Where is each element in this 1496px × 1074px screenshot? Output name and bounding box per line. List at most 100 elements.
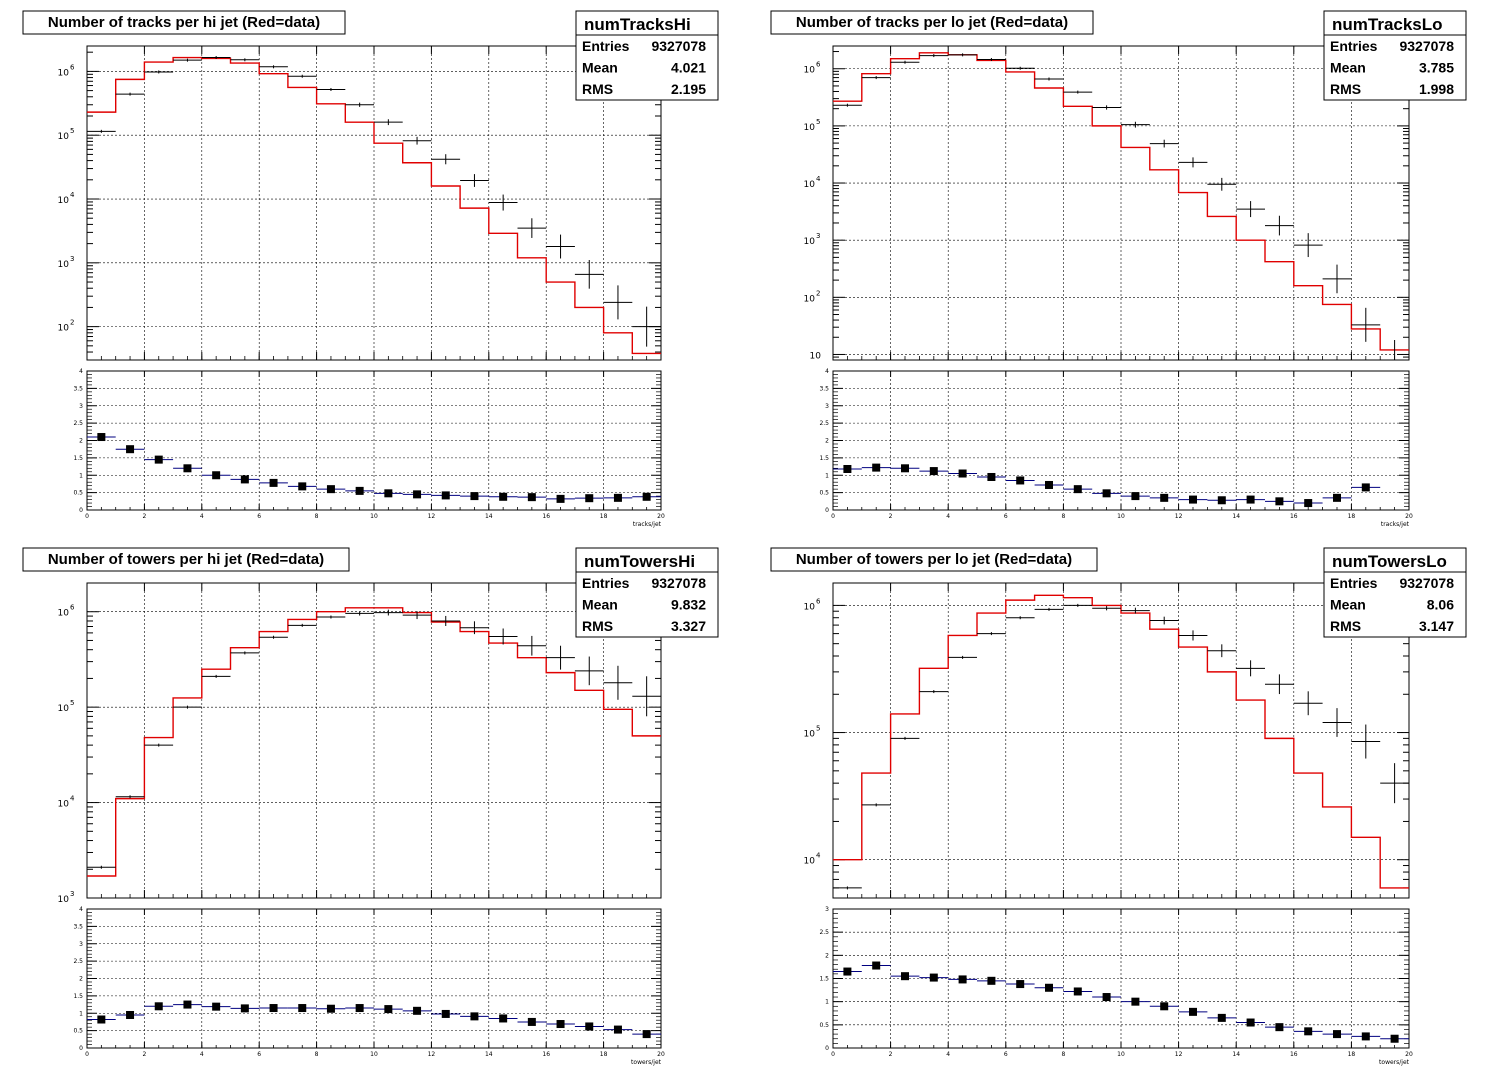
- mc-point: [948, 53, 977, 57]
- ratio-point-marker: [1390, 1034, 1399, 1043]
- mc-point: [1034, 607, 1064, 611]
- stats-histogram-name: numTracksHi: [584, 15, 691, 34]
- ratio-point-marker: [987, 976, 996, 985]
- mc-point: [1351, 724, 1381, 759]
- x-tick-label: 16: [542, 1051, 550, 1058]
- mc-point: [316, 88, 346, 92]
- stats-box-frame: [1323, 10, 1467, 101]
- ratio-point-marker: [1275, 497, 1284, 506]
- mc-point: [1063, 603, 1093, 607]
- mc-point: [259, 635, 288, 639]
- y-tick-exp: 4: [70, 191, 75, 199]
- ratio-point: [1063, 987, 1093, 996]
- x-tick-label: 20: [1405, 1051, 1413, 1058]
- ratio-point: [546, 494, 575, 503]
- mc-point: [201, 674, 231, 678]
- chart-title: Number of tracks per lo jet (Red=data): [796, 14, 1068, 31]
- ratio-y-tick-label: 1.5: [73, 455, 83, 462]
- ratio-point: [1236, 495, 1265, 504]
- ratio-point: [1293, 1027, 1323, 1036]
- x-tick-label: 10: [1117, 513, 1125, 520]
- ratio-point-marker: [240, 1004, 249, 1013]
- y-tick-base: 10: [58, 609, 70, 619]
- chart-title: Number of towers per lo jet (Red=data): [796, 551, 1072, 568]
- mc-point: [1322, 708, 1352, 737]
- mc-point: [460, 621, 489, 635]
- stats-label: Mean: [1330, 60, 1366, 76]
- y-tick-base: 10: [804, 857, 816, 867]
- mc-point: [144, 70, 174, 74]
- x-tick-label: 14: [1232, 513, 1240, 520]
- ratio-point: [861, 961, 891, 970]
- x-tick-label: 14: [485, 1051, 493, 1058]
- y-tick-label: 103: [58, 890, 75, 905]
- ratio-point-marker: [1333, 1030, 1341, 1039]
- ratio-point: [316, 485, 346, 494]
- ratio-y-tick-label: 1.5: [819, 455, 829, 462]
- mc-point: [517, 218, 547, 238]
- ratio-point-marker: [958, 469, 967, 478]
- ratio-point-marker: [183, 1000, 192, 1009]
- ratio-point-marker: [1073, 485, 1082, 494]
- stats-value: 9.832: [671, 597, 706, 613]
- mc-point: [574, 656, 604, 686]
- x-tick-label: 2: [142, 1051, 146, 1058]
- mc-point: [1149, 616, 1179, 625]
- ratio-point: [1207, 496, 1237, 505]
- mc-point: [316, 615, 346, 619]
- x-tick-label: 16: [542, 513, 550, 520]
- y-tick-label: 102: [58, 319, 75, 334]
- ratio-point: [1178, 1007, 1208, 1016]
- mc-point: [488, 194, 518, 211]
- x-tick-label: 18: [1348, 1051, 1356, 1058]
- y-tick-label: 103: [804, 232, 821, 247]
- ratio-point: [890, 464, 920, 473]
- ratio-point: [546, 1020, 575, 1029]
- mc-point: [1207, 644, 1237, 658]
- x-tick-label: 0: [85, 1051, 89, 1058]
- y-tick-label: 106: [58, 63, 75, 78]
- ratio-y-tick-label: 0.5: [819, 1022, 829, 1029]
- ratio-point-marker: [269, 1004, 278, 1013]
- ratio-y-tick-label: 1: [79, 472, 83, 479]
- mc-point: [1380, 340, 1409, 361]
- ratio-point: [144, 1002, 174, 1011]
- data-histogram-red: [87, 607, 661, 877]
- ratio-y-tick-label: 0: [825, 1045, 829, 1052]
- ratio-point-marker: [901, 464, 909, 473]
- mc-point: [402, 136, 432, 145]
- x-tick-label: 18: [600, 1051, 608, 1058]
- ratio-point: [1178, 495, 1208, 504]
- ratio-point: [1322, 493, 1352, 502]
- ratio-point-marker: [97, 1015, 106, 1024]
- mc-point: [287, 623, 317, 627]
- ratio-y-tick-label: 2: [79, 438, 83, 445]
- ratio-point-marker: [987, 472, 996, 481]
- mc-point: [833, 103, 862, 107]
- mc-point: [259, 65, 288, 69]
- x-tick-label: 6: [257, 513, 261, 520]
- ratio-point: [460, 492, 489, 501]
- mc-point: [632, 676, 661, 717]
- ratio-point-marker: [183, 464, 192, 473]
- mc-point: [230, 651, 260, 655]
- mc-point: [1351, 307, 1381, 342]
- chart-panel-2: 0 2 4 6 8 10 12 14 16 18 20tracks/jet1010210310410…: [770, 10, 1467, 528]
- stats-histogram-name: numTowersLo: [1332, 552, 1447, 571]
- ratio-point-marker: [355, 486, 364, 495]
- ratio-point-marker: [1189, 495, 1197, 504]
- mc-point: [977, 632, 1006, 636]
- mc-point: [890, 60, 920, 64]
- ratio-point: [402, 490, 432, 499]
- data-histogram-red: [833, 52, 1409, 351]
- ratio-point: [201, 471, 231, 480]
- mc-point: [488, 628, 518, 645]
- x-tick-label: 2: [889, 513, 893, 520]
- mc-point: [546, 234, 575, 259]
- stats-label: Mean: [582, 60, 618, 76]
- ratio-point: [574, 1022, 604, 1031]
- ratio-point: [861, 463, 891, 472]
- ratio-point: [115, 445, 145, 454]
- x-axis-title: towers/jet: [631, 1059, 662, 1066]
- stats-value: 8.06: [1427, 597, 1454, 613]
